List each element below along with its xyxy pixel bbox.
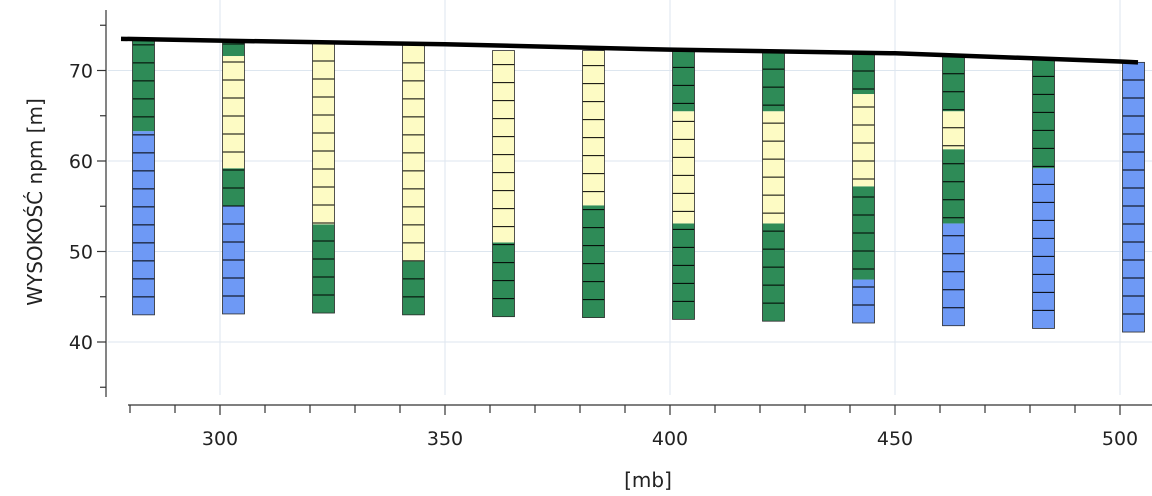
borehole-column	[132, 40, 155, 316]
borehole-columns	[132, 40, 1145, 333]
borehole-column	[222, 41, 245, 315]
borehole-column	[852, 52, 875, 324]
layer-segment-green	[222, 168, 245, 207]
layer-segment-yellow	[852, 94, 875, 187]
layer-segment-green	[942, 149, 965, 224]
x-tick-label: 300	[202, 428, 238, 450]
layer-segment-green	[222, 41, 245, 57]
layer-segment-yellow	[492, 50, 515, 243]
layer-segment-blue	[1032, 168, 1055, 329]
layer-segment-yellow	[312, 43, 335, 225]
y-tick-label: 60	[69, 151, 93, 173]
column-outline	[492, 50, 515, 318]
y-tick-label: 70	[69, 61, 93, 83]
layer-segment-green	[1032, 58, 1055, 169]
layer-segment-green	[762, 223, 785, 322]
borehole-column	[1122, 61, 1145, 333]
x-axis-title: [mb]	[624, 468, 672, 492]
layer-segment-green	[672, 50, 695, 112]
layer-segment-blue	[852, 279, 875, 323]
layer-segment-green	[582, 205, 605, 318]
borehole-column	[672, 50, 695, 320]
layer-segment-yellow	[672, 111, 695, 224]
borehole-column	[762, 51, 785, 322]
x-tick-label: 450	[877, 428, 913, 450]
x-tick-label: 500	[1102, 428, 1138, 450]
layer-segment-green	[492, 242, 515, 317]
ground-surface-line	[120, 36, 1139, 65]
layer-segment-green	[762, 51, 785, 112]
y-tick-label: 40	[69, 332, 93, 354]
borehole-column	[402, 43, 425, 316]
layer-segment-green	[942, 56, 965, 112]
layer-segment-green	[132, 40, 155, 132]
borehole-column	[1032, 58, 1055, 329]
layer-segment-green	[852, 53, 875, 95]
axes-layer: 40 50 60 70 300 350 400 450 500	[69, 10, 1152, 450]
layer-segment-yellow	[942, 111, 965, 150]
y-axis-title: WYSOKOŚĆ npm [m]	[23, 98, 47, 306]
column-outline	[582, 50, 605, 318]
grid-layer	[108, 0, 1152, 395]
borehole-column	[492, 50, 515, 318]
y-tick-label: 50	[69, 242, 93, 264]
borehole-column	[582, 50, 605, 318]
x-tick-label: 400	[652, 428, 688, 450]
layer-segment-yellow	[222, 56, 245, 169]
layer-segment-green	[402, 261, 425, 315]
layer-segment-blue	[942, 223, 965, 326]
layer-segment-green	[672, 223, 695, 320]
layer-segment-blue	[132, 131, 155, 315]
borehole-column	[312, 42, 335, 314]
layer-segment-yellow	[582, 50, 605, 206]
borehole-column	[942, 55, 965, 327]
x-tick-label: 350	[427, 428, 463, 450]
layer-segment-green	[312, 224, 335, 314]
layer-segment-yellow	[762, 111, 785, 224]
layer-segment-blue	[1122, 62, 1145, 333]
